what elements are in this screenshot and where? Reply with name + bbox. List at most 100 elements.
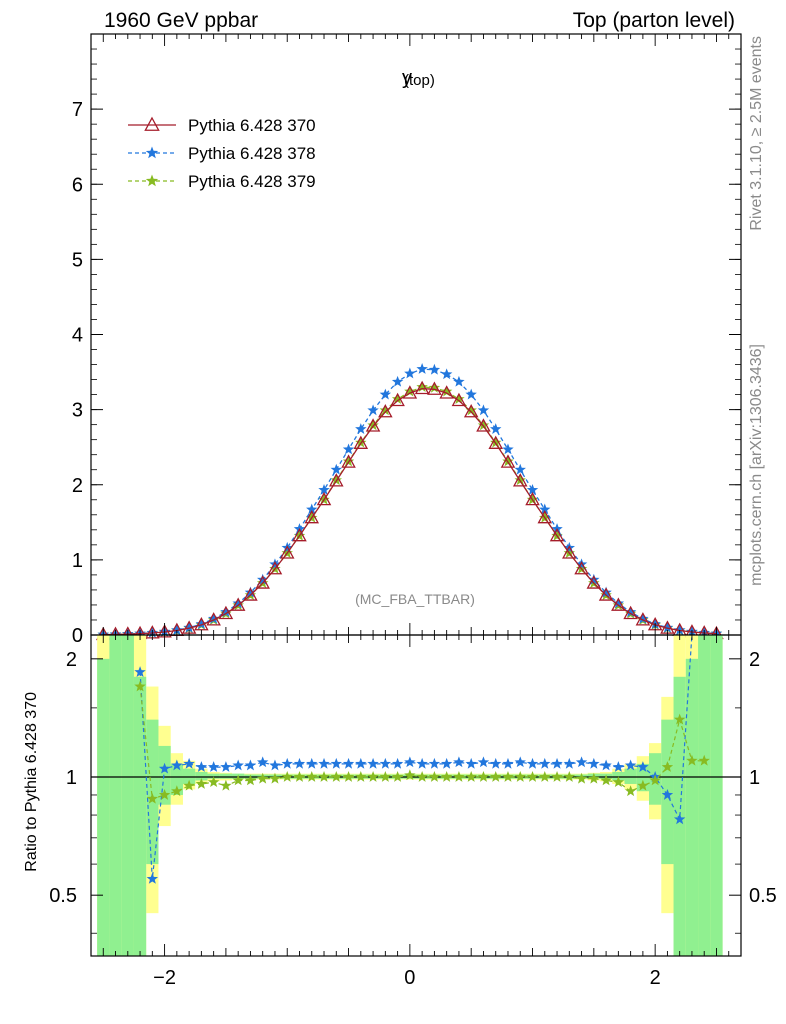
ratio-point <box>514 756 526 768</box>
ratio-point <box>490 757 502 769</box>
main-point <box>586 575 602 589</box>
ratio-point <box>440 771 453 782</box>
ratio-point <box>575 772 588 784</box>
ratio-point <box>526 757 539 769</box>
main-point <box>304 509 320 524</box>
main-point <box>269 558 281 570</box>
ratio-point <box>342 757 355 769</box>
ratio-point <box>588 772 600 784</box>
ratio-point <box>428 771 441 782</box>
main-y-axis: 0 1 2 3 4 5 6 7 <box>72 48 741 647</box>
ratio-band-green <box>146 719 159 865</box>
legend-marker <box>144 116 160 131</box>
ratio-point <box>342 771 355 782</box>
legend-marker <box>145 174 159 187</box>
main-point <box>490 423 502 435</box>
main-point <box>232 597 244 609</box>
ratio-band-green <box>158 745 171 805</box>
ratio-point <box>539 771 551 782</box>
ratio-ytick-label-right: 0.5 <box>749 885 777 907</box>
main-point <box>378 404 393 418</box>
main-point <box>218 605 234 620</box>
main-point <box>243 587 258 601</box>
ratio-point <box>330 757 342 769</box>
ratio-band-green <box>182 768 196 784</box>
ratio-point <box>624 785 637 797</box>
main-point <box>439 385 454 399</box>
main-point <box>414 380 430 395</box>
ratio-point <box>453 756 465 768</box>
ratio-point <box>306 771 318 782</box>
ratio-point <box>158 788 171 800</box>
ratio-point <box>465 757 477 769</box>
ratio-band-green <box>121 635 134 956</box>
main-point <box>330 474 342 486</box>
main-point <box>220 606 232 617</box>
ratio-point <box>563 757 576 769</box>
ratio-ylabel: Ratio to Pythia 6.428 370 <box>23 692 40 872</box>
main-point <box>539 503 551 515</box>
ratio-point <box>269 772 281 784</box>
main-point <box>404 367 416 379</box>
main-point <box>390 392 405 407</box>
ratio-point <box>293 757 306 769</box>
legend-label: Pythia 6.428 379 <box>188 172 316 191</box>
main-point <box>575 558 588 570</box>
ratio-point <box>134 680 146 692</box>
main-point <box>477 419 490 431</box>
ratio-point <box>171 759 183 771</box>
ratio-point <box>490 771 502 782</box>
ratio-point <box>391 771 404 782</box>
main-point <box>525 491 540 506</box>
ratio-point <box>207 776 220 788</box>
main-point <box>342 443 355 455</box>
main-x-axis <box>90 34 742 635</box>
ratio-band-green <box>710 635 723 956</box>
legend-label: Pythia 6.428 370 <box>188 116 316 135</box>
main-point <box>256 573 269 585</box>
main-point <box>600 586 612 598</box>
main-point <box>292 527 307 542</box>
main-point <box>195 618 208 629</box>
ratio-point <box>673 713 686 725</box>
main-point <box>353 435 369 449</box>
main-point <box>428 363 441 375</box>
plot-title-y: y <box>402 67 412 89</box>
ratio-point <box>477 756 490 768</box>
main-point <box>440 385 453 397</box>
ratio-point <box>404 756 416 768</box>
main-point <box>451 392 467 407</box>
main-point <box>549 527 565 542</box>
main-point <box>502 443 514 455</box>
main-point <box>171 624 183 636</box>
ratio-point <box>183 757 195 769</box>
main-point <box>316 491 332 506</box>
legend: Pythia 6.428 370 Pythia 6.428 378 Pythia 6… <box>128 116 316 191</box>
ratio-band-green <box>133 676 147 956</box>
ratio-point <box>158 762 171 774</box>
ratio-point <box>269 759 281 771</box>
ratio-point <box>171 785 183 797</box>
main-point <box>588 573 600 585</box>
ratio-series-line <box>139 634 693 879</box>
ratio-point <box>293 771 306 782</box>
ratio-point <box>440 757 453 769</box>
ratio-point <box>661 761 674 772</box>
ratio-point <box>355 757 367 769</box>
ratio-point <box>355 771 367 782</box>
ratio-point <box>379 757 392 769</box>
main-point <box>355 436 367 448</box>
main-point <box>537 509 553 524</box>
ratio-point <box>220 779 232 791</box>
ratio-point <box>256 772 269 784</box>
ratio-point <box>563 771 576 782</box>
ratio-point <box>428 757 441 769</box>
ratio-point <box>612 776 625 788</box>
ratio-frame <box>90 634 742 957</box>
ratio-point <box>551 757 563 769</box>
main-point <box>255 575 270 589</box>
main-ytick-label: 4 <box>72 325 83 347</box>
ratio-point <box>588 757 600 769</box>
main-point <box>391 375 404 387</box>
main-point <box>416 363 428 374</box>
